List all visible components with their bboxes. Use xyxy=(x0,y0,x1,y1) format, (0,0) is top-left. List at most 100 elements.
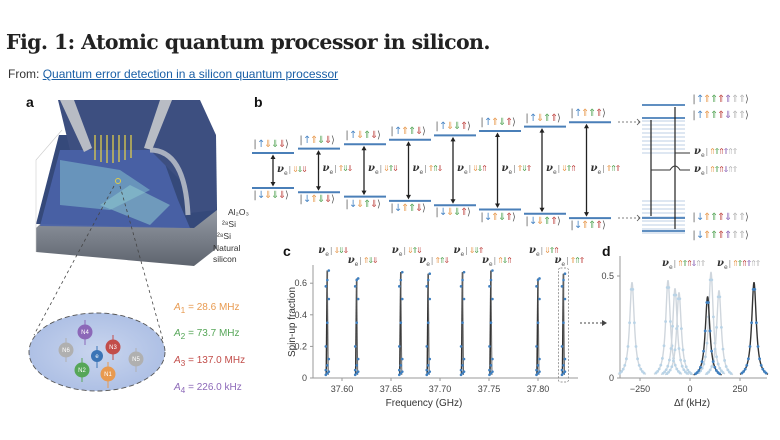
hf-symbol: A xyxy=(174,355,181,366)
nucleus-n2-label: N2 xyxy=(78,368,86,374)
spin-arrow: ↑ xyxy=(484,117,493,128)
data-point xyxy=(668,368,672,372)
source-article-link[interactable]: Quantum error detection in a silicon qua… xyxy=(42,67,339,81)
nucleus-n4-label: N4 xyxy=(81,330,89,336)
data-point xyxy=(718,372,721,376)
data-point xyxy=(461,364,464,367)
data-point xyxy=(756,345,760,348)
hf-index: 3 xyxy=(180,358,186,368)
ket-bracket: ⟩ xyxy=(557,112,561,124)
transition-frequency-label: νe|⇓⇑⇑ xyxy=(546,163,577,178)
ket-bracket: | xyxy=(728,259,732,268)
ket-bracket: | xyxy=(379,164,383,174)
lower-state-label: |↓⇓⇑⇑⟩ xyxy=(525,216,561,228)
spin-arrow: ⇑ xyxy=(677,259,684,268)
spin-arrow: ⇓ xyxy=(356,198,365,210)
nu-subscript: e xyxy=(561,260,566,268)
spin-arrow: ↑ xyxy=(303,134,312,146)
spin-arrow: ⇑ xyxy=(605,164,613,174)
nu-subscript: e xyxy=(398,250,403,258)
spin-arrow: ⇓ xyxy=(296,164,304,174)
background-series xyxy=(704,290,734,376)
data-point xyxy=(327,357,331,361)
spin-arrow: ⇓ xyxy=(498,211,507,223)
data-point xyxy=(699,365,702,369)
data-point xyxy=(745,364,749,367)
spin-arrow: ⇓ xyxy=(472,164,479,174)
ket-bracket: ⟩ xyxy=(557,215,561,227)
spin-arrow: ⇓ xyxy=(278,190,287,201)
data-point xyxy=(704,355,707,359)
data-point xyxy=(625,357,628,361)
data-point xyxy=(637,364,641,367)
data-point xyxy=(703,329,707,333)
spin-arrow: ⇑ xyxy=(710,94,719,105)
ket-bracket: | xyxy=(359,256,362,265)
arrowhead-up xyxy=(316,150,321,155)
hyperfine-a1: A1 = 28.6 MHz xyxy=(174,302,240,315)
upper-state-label: |↑⇑⇓⇓⟩ xyxy=(299,135,335,147)
upper-state-label: |↑⇓⇓⇓⟩ xyxy=(253,139,289,151)
spin-arrow: ⇑ xyxy=(550,215,559,227)
data-point xyxy=(712,315,715,319)
spin-arrow: ⇓ xyxy=(521,164,528,174)
spin-arrow: ⇑ xyxy=(718,165,725,174)
spin-arrow: ↓ xyxy=(303,194,312,206)
nucleus-n3-label: N3 xyxy=(109,345,117,351)
expanded-nu-label: νe|⇑⇑⇑⇑⇑⇑ xyxy=(694,146,738,161)
ket-bracket: ⟩ xyxy=(745,230,749,241)
nu-symbol: ν xyxy=(481,255,489,266)
spin-arrow: ⇓ xyxy=(446,121,455,133)
ket-bracket: | xyxy=(540,246,544,255)
spin-arrow: ⇓ xyxy=(367,256,375,265)
spin-arrow: ⇓ xyxy=(544,246,551,255)
spin-arrow: ⇑ xyxy=(731,230,740,241)
ket-bracket: | xyxy=(288,164,292,174)
data-point xyxy=(462,297,466,301)
data-point xyxy=(633,321,636,325)
data-point xyxy=(710,365,714,368)
data-point xyxy=(538,277,541,280)
spin-arrow: ⇑ xyxy=(401,125,410,137)
spin-arrow: ⇑ xyxy=(717,212,726,223)
spin-arrow: ⇑ xyxy=(569,256,577,265)
transition-frequency-label: νe|⇑⇓⇓ xyxy=(323,163,354,178)
spin-arrow: ⇓ xyxy=(337,246,345,255)
hf-symbol: A xyxy=(174,328,181,339)
data-point xyxy=(683,359,686,363)
data-point xyxy=(667,286,671,289)
data-point xyxy=(715,369,718,372)
spin-arrow: ⇑ xyxy=(695,259,702,268)
hf-value: = 137.0 MHz xyxy=(188,355,246,366)
nucleus-n3 xyxy=(105,339,121,355)
panel-label-d: d xyxy=(602,243,611,259)
data-point xyxy=(729,372,733,375)
x-axis-label: Δf (kHz) xyxy=(674,398,710,409)
data-point xyxy=(399,364,403,367)
data-point xyxy=(426,364,430,367)
layer-label-silicon: silicon xyxy=(213,254,237,264)
ket-bracket: | xyxy=(692,212,696,223)
nu-symbol: ν xyxy=(546,163,553,175)
data-point xyxy=(620,370,623,373)
spin-arrow: ⇓ xyxy=(301,164,308,174)
spin-arrow: ⇓ xyxy=(561,164,568,174)
y-axis-label: Spin-up fraction xyxy=(287,287,298,357)
data-point xyxy=(686,368,690,372)
spin-arrow: ⇓ xyxy=(371,256,379,265)
spin-arrow: ⇑ xyxy=(506,256,513,265)
data-point xyxy=(560,345,564,348)
spin-arrow: ↑ xyxy=(574,108,583,120)
data-point xyxy=(631,287,635,291)
data-point xyxy=(491,297,494,301)
data-point xyxy=(713,365,717,369)
ket-bracket: ⟩ xyxy=(745,110,749,121)
data-point xyxy=(488,345,491,348)
spin-arrow: ⇑ xyxy=(553,246,560,255)
nu-symbol: ν xyxy=(412,163,420,175)
data-point xyxy=(425,345,429,348)
spin-arrow: ⇑ xyxy=(703,110,712,121)
data-point xyxy=(710,349,713,353)
